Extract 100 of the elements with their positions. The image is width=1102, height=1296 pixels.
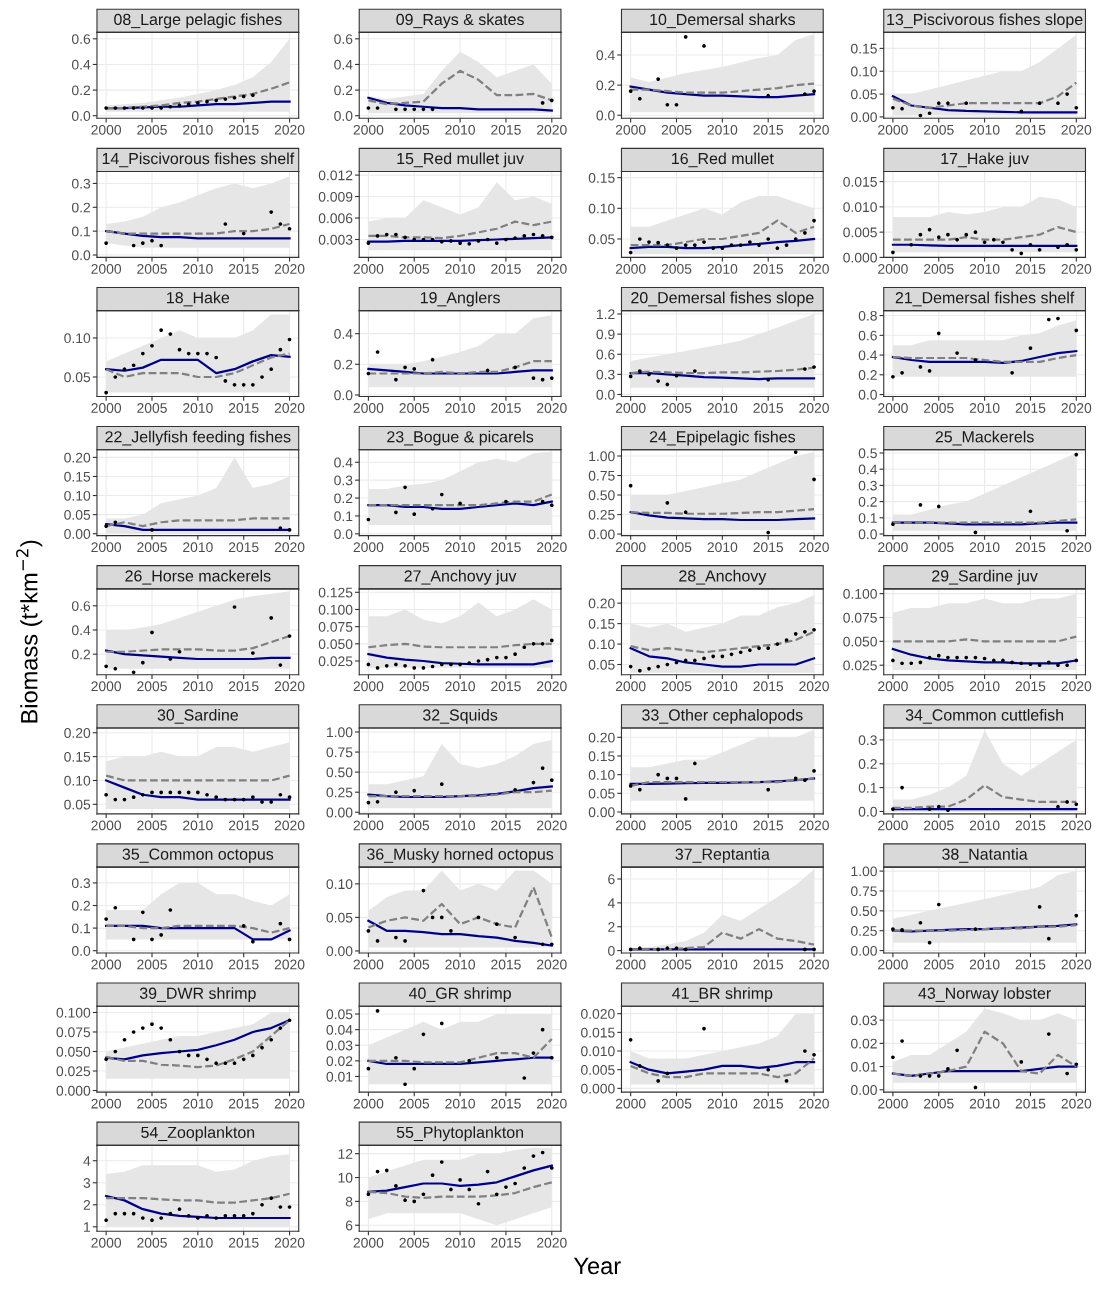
chart-title: 34_Common cuttlefish [905,708,1064,724]
point [504,655,508,660]
point [918,503,923,507]
x-tick-label: 2020 [799,403,829,413]
line-series [629,371,816,381]
point [936,902,941,907]
point [439,662,444,667]
x-tick-label: 2000 [353,542,384,553]
point [549,376,554,380]
point [223,222,228,226]
chart-title: 36_Musky horned octopus [367,848,554,863]
y-tick-label: 1.00 [851,866,877,877]
point [251,795,255,799]
x-tick-label: 2005 [137,403,167,413]
point [251,382,255,387]
point [205,1057,209,1062]
y-tick-label: 0.00 [64,529,91,539]
point [504,1185,508,1189]
point [748,648,752,653]
point [439,239,444,244]
x-tick-label: 2020 [537,681,567,692]
point [504,499,508,504]
point [900,370,904,375]
point [955,655,959,660]
chart-title: 55_Phytoplankton [396,1126,523,1142]
point [766,377,771,382]
point [412,666,417,670]
point [729,243,734,247]
point [131,363,136,368]
point [394,510,398,515]
point [196,790,200,795]
x-tick-label: 2010 [707,124,738,135]
x-tick-label: 2005 [137,1237,167,1248]
y-tick-label: 6 [608,874,615,885]
point [891,105,895,110]
point [269,616,274,620]
point [513,787,517,792]
point [287,1205,292,1209]
x-tick-label: 2005 [399,264,430,274]
point [918,365,923,369]
point [140,241,145,245]
x-tick-label: 2005 [661,124,692,135]
point [1065,663,1069,668]
y-tick-label: 0.8 [858,310,877,321]
y-tick-label: 0.00 [588,529,615,540]
y-tick-label: 0.009 [318,191,353,202]
y-tick-label: 0.25 [588,509,615,520]
x-tick-label: 2015 [228,959,259,970]
point [421,1032,426,1037]
point [430,1173,435,1177]
x-tick-label: 2010 [445,264,475,274]
x-tick-label: 2020 [537,1098,567,1109]
x-tick-label: 2020 [1061,820,1092,831]
x-tick-label: 2010 [445,1237,475,1248]
x-tick-label: 2005 [924,542,954,553]
point [637,668,642,673]
y-tick-label: 0.4 [71,59,91,70]
point [531,376,536,380]
point [375,350,380,354]
point [549,778,554,782]
point [766,93,771,98]
point [421,1192,426,1197]
point [900,661,904,666]
y-tick-label: 0.0 [334,529,353,539]
point [812,365,816,369]
y-tick-label: 0.0 [596,110,615,121]
point [205,351,209,356]
x-tick-label: 2000 [615,542,646,553]
x-tick-label: 2015 [753,681,784,692]
x-tick-label: 2020 [1061,403,1092,413]
line-series [367,1037,553,1064]
point [366,241,371,245]
line-series [629,511,816,522]
chart-title: 39_DWR shrimp [139,987,256,1003]
point [784,1079,789,1083]
point [131,106,136,110]
line-series [367,360,553,375]
x-tick-label: 2000 [878,1098,908,1109]
point [656,77,660,81]
line-series [105,222,291,235]
y-tick-label: 0.00 [326,946,353,957]
point [775,642,780,646]
x-tick-label: 2005 [137,542,167,553]
point [683,243,688,247]
x-tick-label: 2015 [228,1098,259,1109]
chart-title: 29_Sardine juv [932,569,1038,585]
point [223,1061,228,1066]
point [540,942,545,947]
x-tick-label: 2000 [91,820,122,831]
point [1056,663,1060,668]
point [784,638,789,642]
chart-title: 24_Epipelagic fishes [649,430,796,446]
point [412,107,417,112]
point [232,382,237,387]
point [168,332,173,336]
point [936,804,941,809]
x-tick-label: 2020 [274,403,305,413]
x-tick-label: 2020 [274,959,305,970]
point [449,1187,453,1192]
point [394,662,398,667]
